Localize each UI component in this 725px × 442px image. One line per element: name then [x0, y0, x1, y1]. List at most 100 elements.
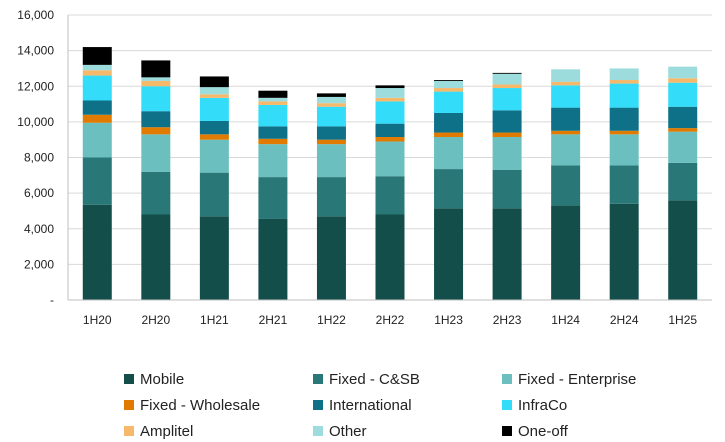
bar-segment-one-off — [375, 85, 405, 89]
bar-segment-fixed-enterprise — [141, 134, 171, 172]
bar-segment-amplitel — [609, 80, 639, 84]
bar-segment-international — [551, 107, 581, 131]
bar-segment-mobile — [609, 203, 639, 300]
legend: Mobile Fixed - C&SB Fixed - Enterprise F… — [0, 364, 725, 442]
bar-segment-fixed-enterprise — [434, 137, 464, 170]
bar-segment-international — [141, 111, 171, 128]
bars — [82, 47, 698, 300]
legend-item-fixed-csb: Fixed - C&SB — [313, 369, 420, 389]
bar-segment-fixed-c-sb — [492, 169, 522, 209]
bar-segment-infraco — [375, 101, 405, 124]
y-tick-label: 10,000 — [17, 115, 54, 129]
bar-segment-infraco — [316, 106, 346, 127]
bar-segment-other — [199, 87, 229, 95]
bar-segment-fixed-wholesale — [609, 130, 639, 135]
bar-segment-infraco — [434, 91, 464, 113]
bar-segment-fixed-c-sb — [316, 177, 346, 217]
bar-segment-other — [82, 64, 112, 71]
bar-segment-amplitel — [668, 78, 698, 83]
x-tick-label: 2H24 — [610, 313, 639, 327]
x-tick-label: 1H22 — [317, 313, 346, 327]
legend-label: One-off — [518, 422, 568, 440]
x-tick-label: 1H21 — [200, 313, 229, 327]
legend-swatch — [124, 400, 134, 410]
bar-segment-one-off — [199, 76, 229, 88]
bar-segment-mobile — [316, 216, 346, 300]
legend-label: Fixed - Enterprise — [518, 370, 637, 388]
legend-label: International — [329, 396, 412, 414]
legend-swatch — [124, 426, 134, 436]
bar-segment-amplitel — [82, 70, 112, 76]
y-tick-label: 2,000 — [24, 257, 54, 271]
bar-segment-fixed-c-sb — [82, 157, 112, 205]
bar-segment-infraco — [141, 86, 171, 112]
legend-label: Fixed - C&SB — [329, 370, 420, 388]
bar-segment-one-off — [82, 47, 112, 65]
bar-segment-amplitel — [199, 94, 229, 98]
bar-segment-fixed-c-sb — [199, 172, 229, 217]
y-tick-label: 14,000 — [17, 44, 54, 58]
legend-item-international: International — [313, 395, 412, 415]
bar-segment-amplitel — [434, 88, 464, 92]
bar-segment-amplitel — [316, 103, 346, 107]
bar-segment-other — [434, 80, 464, 89]
bar-segment-fixed-wholesale — [316, 139, 346, 145]
bar-segment-fixed-wholesale — [551, 130, 581, 135]
bar-segment-fixed-wholesale — [375, 137, 405, 142]
bar-segment-international — [258, 126, 288, 139]
y-tick-label: 16,000 — [17, 8, 54, 22]
legend-item-fixed-wholesale: Fixed - Wholesale — [124, 395, 260, 415]
stacked-bar-chart: - 2,000 4,000 6,000 8,000 10,000 12,000 14,000 1… — [17, 8, 712, 327]
bar-segment-other — [609, 68, 639, 81]
legend-item-other: Other — [313, 421, 367, 441]
legend-item-fixed-enterprise: Fixed - Enterprise — [502, 369, 636, 389]
bar-segment-fixed-c-sb — [551, 165, 581, 206]
bar-segment-other — [492, 73, 522, 85]
bar-segment-mobile — [551, 205, 581, 300]
bar-segment-fixed-enterprise — [258, 144, 288, 178]
legend-swatch — [313, 400, 323, 410]
bar-segment-infraco — [551, 85, 581, 108]
bar-segment-other — [551, 69, 581, 82]
legend-label: Other — [329, 422, 367, 440]
bar-segment-infraco — [199, 97, 229, 121]
bar-segment-mobile — [492, 208, 522, 300]
bar-segment-mobile — [375, 214, 405, 300]
bar-segment-fixed-c-sb — [434, 169, 464, 209]
bar-segment-fixed-enterprise — [82, 122, 112, 158]
bar-segment-fixed-enterprise — [551, 134, 581, 166]
bar-segment-international — [199, 120, 229, 135]
bar-segment-infraco — [668, 82, 698, 107]
bar-segment-international — [609, 107, 639, 131]
legend-label: Fixed - Wholesale — [140, 396, 261, 414]
x-tick-label: 1H23 — [434, 313, 463, 327]
bar-segment-mobile — [258, 218, 288, 300]
bar-segment-fixed-wholesale — [434, 132, 464, 138]
y-tick-label: - — [50, 293, 54, 307]
bar-segment-fixed-wholesale — [82, 114, 112, 123]
bar-segment-fixed-wholesale — [492, 132, 522, 138]
y-tick-label: 4,000 — [24, 222, 54, 236]
bar-segment-mobile — [434, 208, 464, 300]
legend-item-one-off: One-off — [502, 421, 568, 441]
bar-segment-amplitel — [258, 101, 288, 105]
bar-segment-amplitel — [375, 97, 405, 102]
y-tick-label: 6,000 — [24, 186, 54, 200]
y-tick-label: 8,000 — [24, 151, 54, 165]
x-tick-label: 2H20 — [141, 313, 170, 327]
bar-segment-fixed-c-sb — [375, 176, 405, 215]
bar-segment-one-off — [434, 80, 464, 81]
bar-segment-international — [82, 100, 112, 115]
bar-segment-international — [492, 110, 522, 133]
bar-segment-fixed-enterprise — [375, 141, 405, 177]
legend-swatch — [502, 426, 512, 436]
bar-segment-mobile — [141, 214, 171, 300]
bar-segment-one-off — [141, 60, 171, 78]
legend-item-infraco: InfraCo — [502, 395, 567, 415]
x-tick-label: 2H22 — [376, 313, 405, 327]
bar-segment-fixed-wholesale — [141, 127, 171, 135]
bar-segment-international — [434, 112, 464, 133]
x-tick-label: 1H25 — [668, 313, 697, 327]
bar-segment-other — [141, 77, 171, 81]
